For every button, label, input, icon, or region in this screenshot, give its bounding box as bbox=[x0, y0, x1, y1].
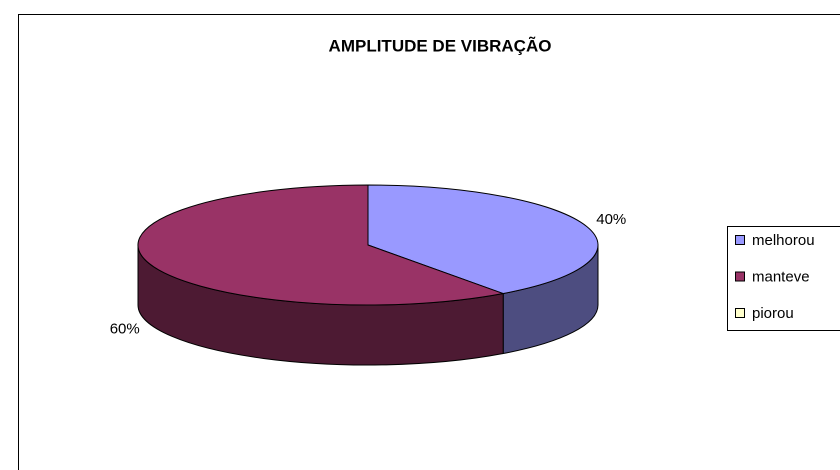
legend-swatch bbox=[735, 308, 745, 318]
legend-swatch bbox=[735, 235, 745, 245]
slice bbox=[137, 184, 506, 306]
legend-label: melhorou bbox=[752, 232, 815, 249]
data-label: 60% bbox=[110, 321, 140, 338]
legend-swatch bbox=[735, 271, 745, 282]
legend-box bbox=[727, 226, 840, 331]
data-label: 40% bbox=[596, 211, 626, 228]
legend-label: piorou bbox=[752, 305, 794, 322]
chart-title: AMPLITUDE DE VIBRAÇÃO bbox=[329, 35, 552, 55]
slice bbox=[367, 184, 599, 295]
legend-label: manteve bbox=[752, 268, 810, 285]
